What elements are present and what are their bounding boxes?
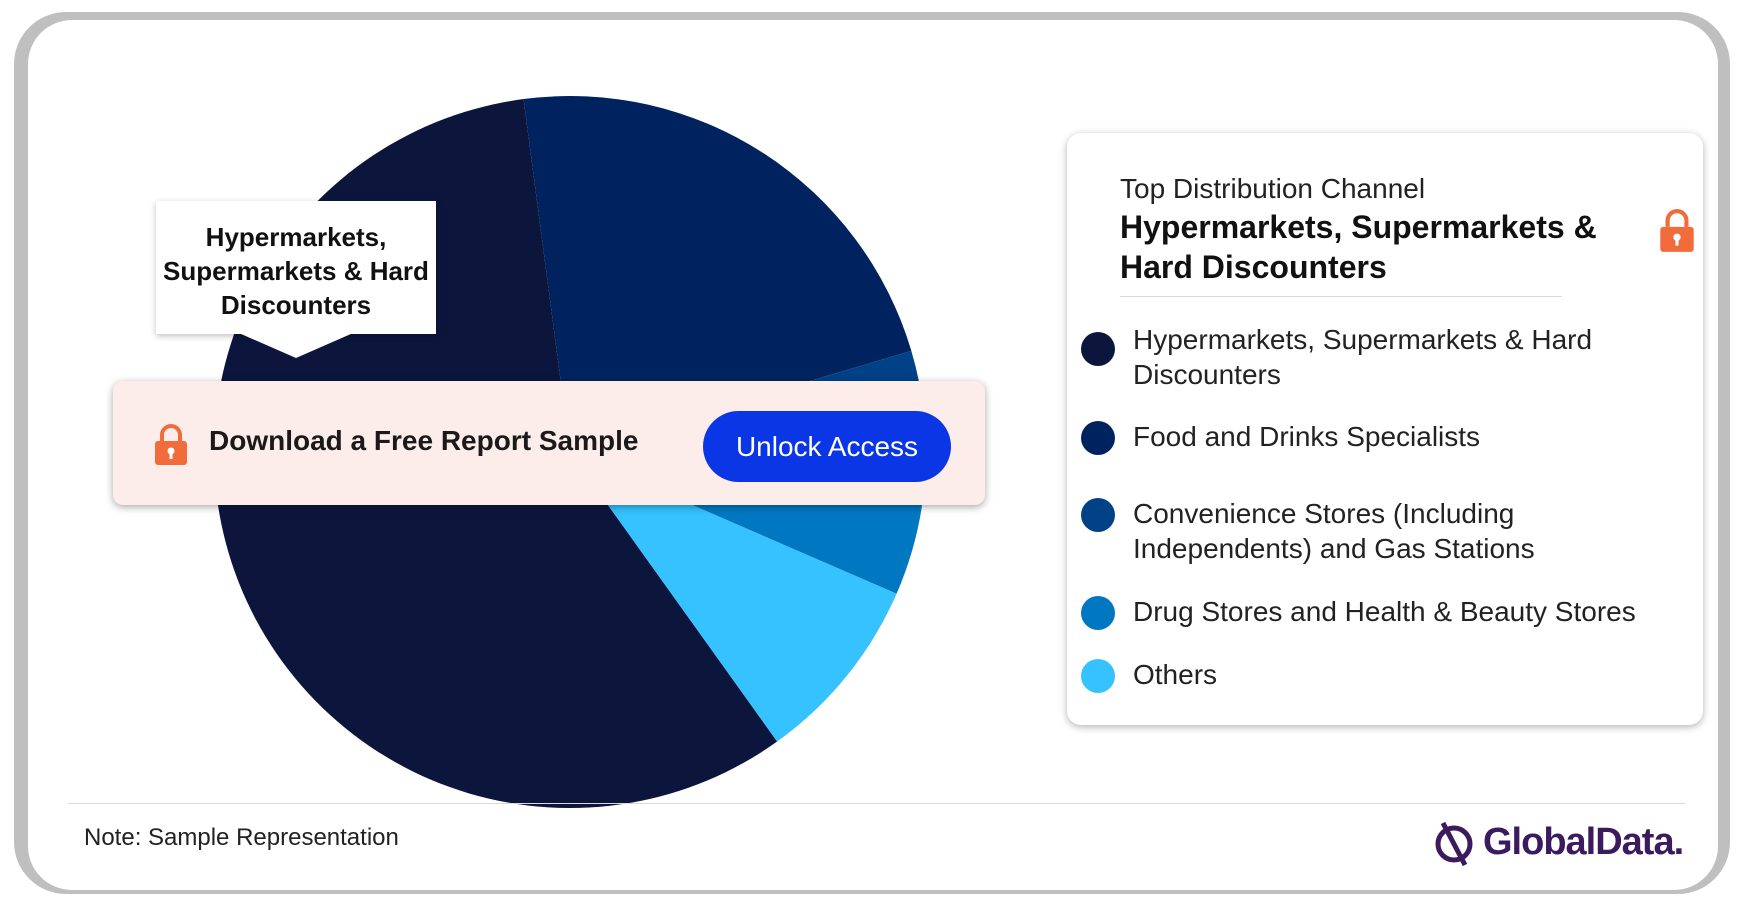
globaldata-logo-icon (1435, 821, 1473, 867)
legend-swatch (1081, 332, 1115, 366)
callout-box (156, 201, 436, 334)
banner-text: Download a Free Report Sample (209, 425, 639, 456)
brand-name: GlobalData. (1483, 820, 1684, 863)
callout-pointer (232, 330, 360, 358)
legend-divider (1120, 296, 1562, 297)
legend-title: Hypermarkets, Supermarkets & Hard Discou… (1120, 209, 1597, 285)
download-banner: Download a Free Report Sample Unlock Acc… (113, 381, 985, 505)
legend-panel: Top Distribution Channel Hypermarkets, S… (1067, 133, 1703, 725)
legend-swatch (1081, 659, 1115, 693)
footnote: Note: Sample Representation (84, 824, 399, 851)
lock-icon[interactable] (1658, 208, 1696, 254)
legend-label: Others (1133, 659, 1218, 690)
footer-divider (68, 803, 1685, 804)
legend-label: Food and Drinks Specialists (1133, 421, 1481, 452)
callout-label: Hypermarkets, Supermarkets & Hard Discou… (163, 222, 429, 320)
legend-subtitle: Top Distribution Channel (1120, 173, 1426, 204)
legend-swatch (1081, 421, 1115, 455)
lock-icon (155, 424, 187, 465)
legend-label: Drug Stores and Health & Beauty Stores (1133, 596, 1636, 627)
legend-label: Convenience Stores (Including Independen… (1133, 498, 1535, 564)
pie-slice-1 (523, 95, 912, 452)
legend-swatch (1081, 596, 1115, 630)
legend-swatch (1081, 498, 1115, 532)
pie-slice-4 (570, 452, 897, 742)
legend-label: Hypermarkets, Supermarkets & Hard Discou… (1133, 324, 1593, 390)
unlock-access-button[interactable]: Unlock Access (703, 411, 951, 482)
globaldata-logo: GlobalData. (1433, 817, 1684, 867)
